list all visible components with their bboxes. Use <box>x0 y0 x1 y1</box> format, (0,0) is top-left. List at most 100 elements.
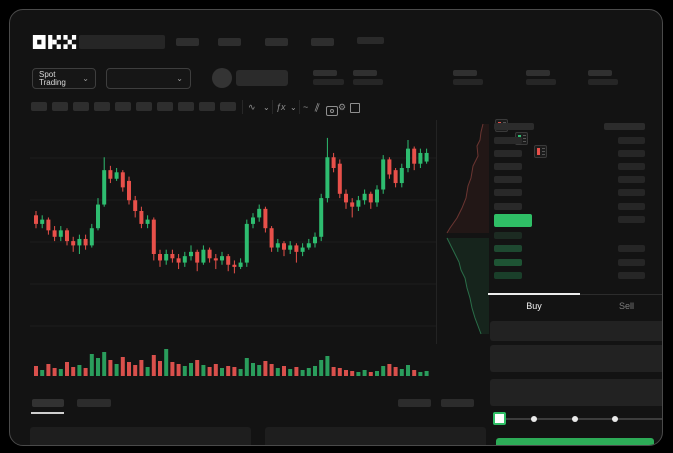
orders-tab-placeholder[interactable] <box>32 399 64 407</box>
buy-submit-button[interactable] <box>496 438 654 445</box>
volume-bar <box>294 367 299 376</box>
search-bar-placeholder[interactable] <box>79 35 165 49</box>
volume-bar <box>381 366 386 376</box>
orderbook-price-placeholder[interactable] <box>494 137 522 144</box>
volume-bar <box>387 364 392 376</box>
candle-body <box>269 228 274 248</box>
history-tab-placeholder[interactable] <box>77 399 111 407</box>
candle-body <box>232 264 237 267</box>
volume-bar <box>151 355 156 376</box>
candle-body <box>108 170 113 179</box>
timeframe-button[interactable] <box>31 102 47 111</box>
orderbook-price-placeholder[interactable] <box>494 176 522 183</box>
slider-step-dot[interactable] <box>612 416 618 422</box>
timeframe-button[interactable] <box>52 102 68 111</box>
timeframe-button[interactable] <box>94 102 110 111</box>
candle-body <box>201 249 206 263</box>
amount-input[interactable] <box>490 345 662 372</box>
market-type-label: Spot Trading <box>39 69 66 87</box>
book-lines <box>523 135 526 142</box>
orderbook-price-placeholder[interactable] <box>494 245 522 252</box>
orders-action-placeholder[interactable] <box>398 399 431 407</box>
volume-bar <box>220 368 224 376</box>
okx-logo[interactable] <box>32 35 77 49</box>
candle-body <box>300 247 305 252</box>
timeframe-button[interactable] <box>136 102 152 111</box>
volume-bar <box>399 369 404 376</box>
candlestick-chart[interactable] <box>30 120 436 344</box>
tab-sell[interactable]: Sell <box>580 296 662 316</box>
orderbook-price-placeholder[interactable] <box>494 259 522 266</box>
volume-bar <box>182 366 187 376</box>
timeframe-button[interactable] <box>220 102 236 111</box>
tab-buy-label: Buy <box>526 300 542 311</box>
line-tool-icon[interactable]: ~ <box>303 102 309 112</box>
timeframe-button[interactable] <box>115 102 131 111</box>
amount-slider-handle[interactable] <box>493 412 506 425</box>
orders-action-placeholder[interactable] <box>441 399 474 407</box>
stat-label-placeholder <box>313 70 337 76</box>
candle-body <box>89 228 94 246</box>
orderbook-price-placeholder[interactable] <box>494 272 522 279</box>
indicators-fx-icon[interactable]: ƒx <box>276 102 286 112</box>
last-price-badge[interactable] <box>494 214 532 227</box>
candle-type-icon[interactable]: ∿ <box>248 102 256 112</box>
orderbook-price-placeholder[interactable] <box>494 189 522 196</box>
volume-bar <box>89 354 94 376</box>
camera-icon[interactable] <box>326 106 338 116</box>
orderbook-price-placeholder[interactable] <box>494 163 522 170</box>
candle-body <box>96 204 100 229</box>
pair-selector-dropdown[interactable]: ⌄ <box>106 68 191 89</box>
volume-bar <box>375 371 379 376</box>
orderbook-price-placeholder[interactable] <box>494 232 522 239</box>
market-type-selector[interactable]: Spot Trading ⌄ <box>32 68 96 89</box>
candle-body <box>288 245 293 250</box>
slider-step-dot[interactable] <box>531 416 537 422</box>
slider-step-dot[interactable] <box>662 416 663 422</box>
stat-value-placeholder <box>526 79 556 85</box>
orderbook-asks-view-icon[interactable] <box>534 145 547 158</box>
depth-area <box>447 124 489 233</box>
divider <box>242 100 243 114</box>
timeframe-button[interactable] <box>199 102 215 111</box>
volume-bar <box>102 352 107 376</box>
orderbook-price-placeholder[interactable] <box>494 203 522 210</box>
book-lines <box>542 148 545 155</box>
fullscreen-icon[interactable] <box>350 103 360 113</box>
timeframe-button[interactable] <box>178 102 194 111</box>
volume-bar <box>337 368 342 376</box>
volume-bar <box>189 363 193 376</box>
nav-item[interactable] <box>311 38 334 46</box>
candle-body <box>195 251 200 263</box>
candle-body <box>158 254 162 261</box>
gear-icon[interactable]: ⚙ <box>338 102 347 112</box>
timeframe-button[interactable] <box>73 102 89 111</box>
nav-item[interactable] <box>357 37 384 44</box>
candle-body <box>418 152 423 164</box>
slider-step-dot[interactable] <box>572 416 578 422</box>
candle-body <box>145 219 150 224</box>
candle-body <box>220 256 224 261</box>
amount-slider-track[interactable] <box>499 418 662 420</box>
price-input[interactable] <box>490 321 662 341</box>
candle-body <box>313 236 317 244</box>
nav-item[interactable] <box>176 38 199 46</box>
timeframe-button[interactable] <box>157 102 173 111</box>
volume-bar <box>418 372 423 376</box>
nav-item[interactable] <box>218 38 241 46</box>
nav-item[interactable] <box>265 38 288 46</box>
volume-bar <box>77 365 82 376</box>
volume-bar <box>120 357 125 376</box>
chevron-down-icon[interactable]: ⌄ <box>263 103 270 112</box>
tab-buy[interactable]: Buy <box>488 296 580 316</box>
orderbook-price-placeholder[interactable] <box>494 150 522 157</box>
volume-bar <box>145 367 150 376</box>
candle-body <box>127 180 131 201</box>
orderbook-amount-placeholder <box>618 272 645 279</box>
stat-value-placeholder <box>353 79 383 85</box>
chevron-down-icon[interactable]: ⌄ <box>290 103 297 112</box>
volume-bar <box>34 366 38 376</box>
orders-panel-placeholder <box>265 427 486 445</box>
total-input[interactable] <box>490 379 662 406</box>
parallel-lines-icon[interactable]: ∥ <box>313 101 322 113</box>
